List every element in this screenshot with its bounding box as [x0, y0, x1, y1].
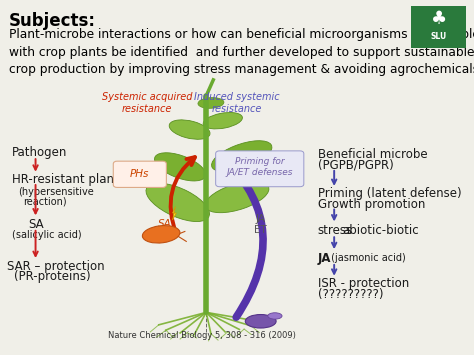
- Text: abiotic-biotic: abiotic-biotic: [343, 224, 419, 236]
- Ellipse shape: [198, 98, 224, 108]
- Ellipse shape: [205, 181, 269, 213]
- Text: Nature Chemical Biology 5, 308 - 316 (2009): Nature Chemical Biology 5, 308 - 316 (20…: [108, 331, 295, 340]
- Text: Beneficial microbe: Beneficial microbe: [318, 148, 427, 161]
- Ellipse shape: [268, 313, 282, 319]
- Ellipse shape: [155, 153, 206, 181]
- Ellipse shape: [142, 225, 180, 243]
- Text: Growth promotion: Growth promotion: [318, 198, 425, 211]
- Text: Plant-microbe interactions or how can beneficial microorganisms compatible
with : Plant-microbe interactions or how can be…: [9, 28, 474, 76]
- Text: ♣: ♣: [430, 10, 447, 28]
- Text: SA: SA: [158, 219, 172, 229]
- FancyBboxPatch shape: [411, 6, 466, 48]
- Text: reaction): reaction): [23, 197, 66, 207]
- Text: JA
ET: JA ET: [255, 214, 267, 235]
- FancyBboxPatch shape: [113, 161, 166, 187]
- Text: (PR-proteins): (PR-proteins): [14, 271, 91, 283]
- Text: Pathogen: Pathogen: [12, 146, 67, 159]
- Text: SAR – protection: SAR – protection: [7, 260, 105, 273]
- Text: SA: SA: [28, 218, 44, 231]
- Text: (salicylic acid): (salicylic acid): [12, 230, 82, 240]
- Text: Priming (latent defense): Priming (latent defense): [318, 187, 461, 200]
- Ellipse shape: [246, 315, 276, 328]
- Polygon shape: [173, 207, 176, 220]
- Ellipse shape: [169, 120, 210, 139]
- Ellipse shape: [203, 113, 242, 129]
- Text: (hypersensitive: (hypersensitive: [18, 187, 94, 197]
- Text: Systemic acquired
resistance: Systemic acquired resistance: [102, 92, 192, 114]
- FancyBboxPatch shape: [216, 151, 304, 187]
- Text: PHs: PHs: [130, 169, 149, 179]
- Text: Subjects:: Subjects:: [9, 12, 96, 31]
- Text: stress: stress: [318, 224, 353, 236]
- Ellipse shape: [146, 183, 210, 222]
- Text: Priming for
JA/ET defenses: Priming for JA/ET defenses: [227, 157, 293, 176]
- Text: ISR - protection: ISR - protection: [318, 278, 409, 290]
- Text: (jasmonic acid): (jasmonic acid): [328, 253, 406, 263]
- Ellipse shape: [211, 141, 272, 172]
- Text: (PGPB/PGPR): (PGPB/PGPR): [318, 159, 393, 171]
- Text: HR-resistant plant: HR-resistant plant: [12, 173, 118, 186]
- Text: JA: JA: [318, 252, 331, 265]
- Text: SLU: SLU: [430, 32, 447, 41]
- Text: (?????????): (?????????): [318, 288, 383, 301]
- Text: Induced systemic
resistance: Induced systemic resistance: [194, 92, 280, 114]
